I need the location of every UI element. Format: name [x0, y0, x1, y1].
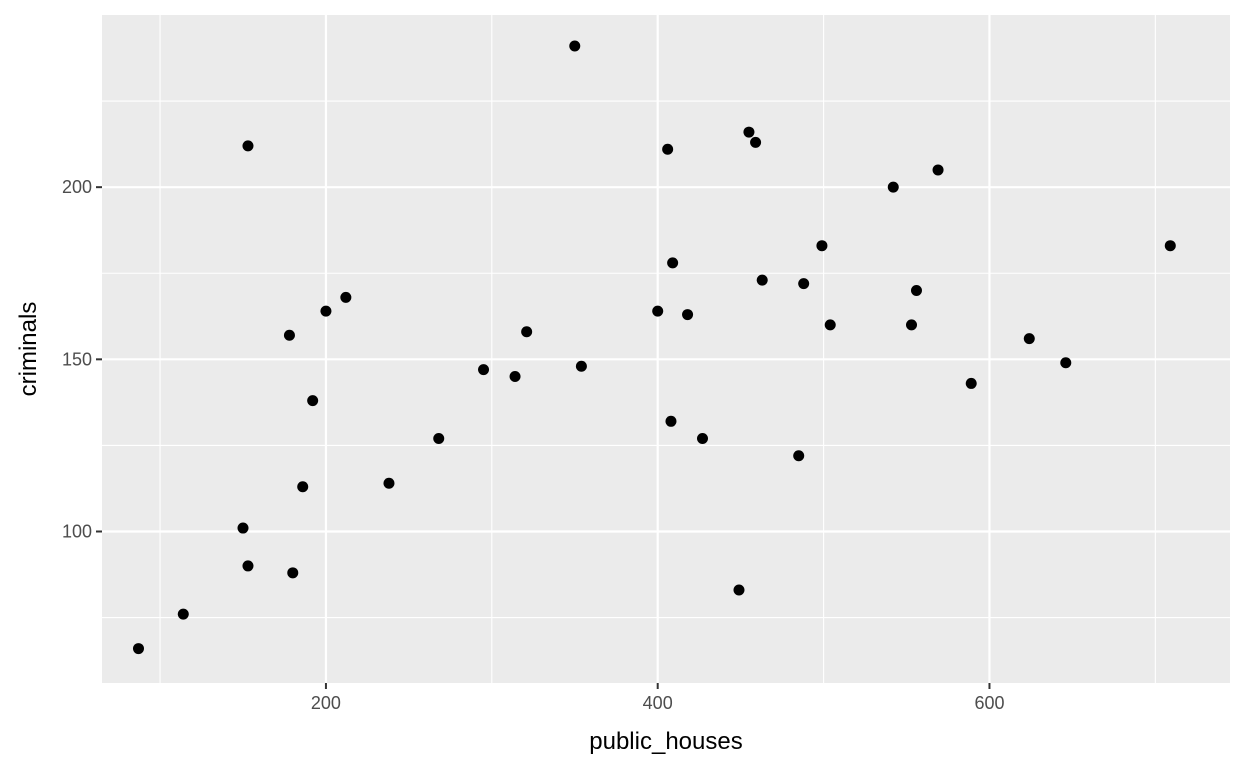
data-point — [816, 240, 828, 252]
major-gridlines — [102, 15, 1230, 683]
data-points — [132, 40, 1176, 655]
data-point — [696, 433, 708, 445]
data-point — [132, 643, 144, 655]
data-point — [887, 181, 899, 193]
data-point — [569, 40, 581, 52]
data-point — [237, 522, 249, 534]
x-axis-ticks: 200 400 600 — [311, 683, 1004, 713]
data-point — [910, 284, 922, 296]
data-point — [824, 319, 836, 331]
data-point — [665, 415, 677, 427]
data-point — [575, 360, 587, 372]
plot-panel — [102, 15, 1230, 683]
data-point — [906, 319, 918, 331]
data-point — [283, 329, 295, 341]
x-tick-label: 600 — [974, 693, 1004, 713]
data-point — [433, 433, 445, 445]
data-point — [521, 326, 533, 338]
x-axis-title: public_houses — [589, 728, 742, 755]
data-point — [798, 278, 810, 290]
data-point — [478, 364, 490, 376]
x-tick-label: 200 — [311, 693, 341, 713]
minor-gridlines — [102, 15, 1230, 683]
data-point — [340, 291, 352, 303]
data-point — [667, 257, 679, 269]
y-axis-title: criminals — [15, 302, 42, 397]
y-axis-ticks: 100 150 200 — [62, 177, 102, 541]
data-point — [383, 477, 395, 489]
data-point — [177, 608, 189, 620]
data-point — [756, 274, 768, 286]
y-tick-label: 100 — [62, 521, 92, 541]
data-point — [652, 305, 664, 317]
data-point — [932, 164, 944, 176]
data-point — [1060, 357, 1072, 369]
data-point — [242, 140, 254, 152]
x-tick-label: 400 — [643, 693, 673, 713]
data-point — [307, 395, 319, 407]
y-tick-label: 200 — [62, 177, 92, 197]
data-point — [662, 143, 674, 155]
data-point — [965, 377, 977, 389]
data-point — [509, 371, 521, 383]
data-point — [793, 450, 805, 462]
data-point — [750, 136, 762, 148]
data-point — [743, 126, 755, 138]
data-point — [297, 481, 309, 493]
data-point — [682, 309, 694, 321]
data-point — [287, 567, 299, 579]
data-point — [242, 560, 254, 572]
data-point — [1164, 240, 1176, 252]
data-point — [1023, 333, 1035, 345]
y-tick-label: 150 — [62, 349, 92, 369]
data-point — [733, 584, 745, 596]
data-point — [320, 305, 332, 317]
